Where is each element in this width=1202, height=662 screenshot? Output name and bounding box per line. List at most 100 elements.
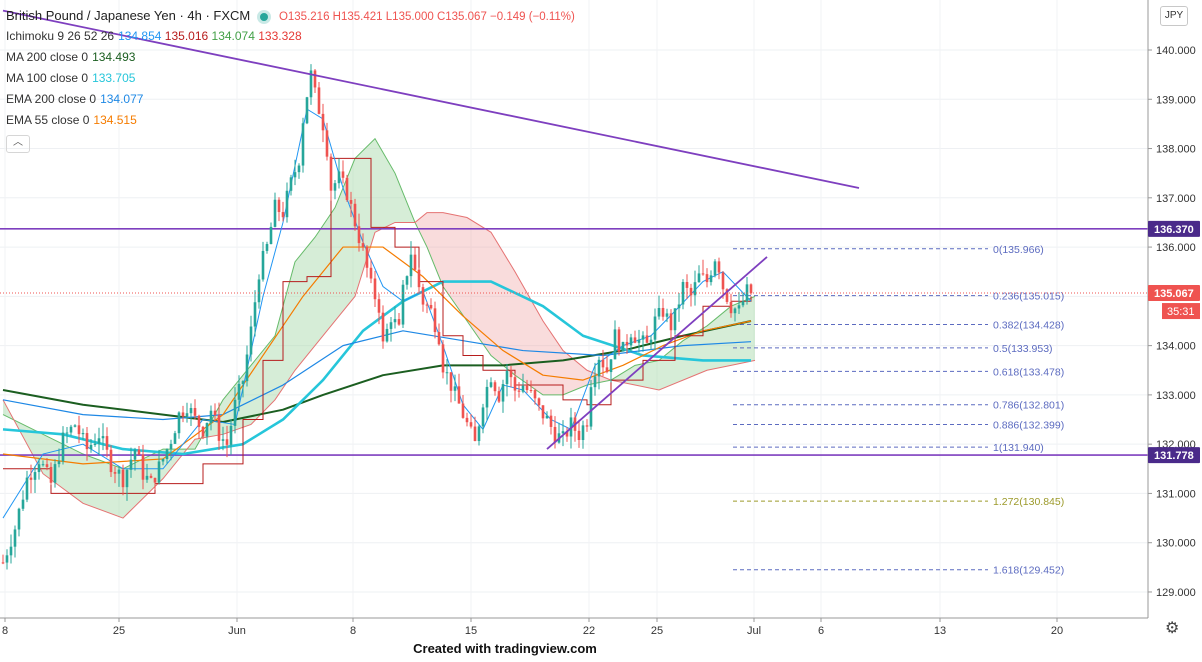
indicator-label: Ichimoku 9 26 52 26 <box>6 29 115 43</box>
candle-body <box>533 390 537 399</box>
candle-body <box>369 267 373 279</box>
candle-body <box>185 413 189 417</box>
candle-body <box>437 332 441 345</box>
candle-body <box>177 412 181 434</box>
candle-body <box>409 254 413 277</box>
countdown-bg <box>1162 303 1200 320</box>
currency-badge[interactable]: JPY <box>1160 6 1188 26</box>
x-tick-label: Jul <box>747 625 761 637</box>
candle-body <box>697 273 701 283</box>
candle-body <box>249 326 253 355</box>
trendlines <box>2 9 860 450</box>
horizontal-levels <box>0 228 1148 456</box>
chevron-up-icon[interactable]: ︿ <box>6 135 30 153</box>
cloud-segment <box>659 340 683 390</box>
y-tick-label: 140.000 <box>1156 45 1196 57</box>
candle-body <box>429 305 433 309</box>
fib-level-label: 0.618(133.478) <box>993 366 1064 378</box>
candle-body <box>729 301 733 314</box>
indicator-row[interactable]: EMA 55 close 0 134.515 <box>6 110 575 131</box>
x-tick-label: 6 <box>818 625 824 637</box>
indicator-row[interactable]: Ichimoku 9 26 52 26 134.854 135.016 134.0… <box>6 26 575 47</box>
axis-price-labels: 136.370 131.778 135.067 35:31 <box>1148 220 1200 464</box>
candle-body <box>329 156 333 191</box>
y-tick-label: 134.000 <box>1156 341 1196 353</box>
fib-level-label: 1.272(130.845) <box>993 496 1064 508</box>
ohlc-values: O135.216 H135.421 L135.000 C135.067 −0.1… <box>278 11 575 23</box>
candle-body <box>89 445 93 450</box>
candle-body <box>421 287 425 305</box>
candle-body <box>361 243 365 248</box>
candle-body <box>529 390 533 392</box>
candle-body <box>593 376 597 388</box>
candle-body <box>65 432 69 434</box>
time-axis: 8 25 Jun 8 15 22 25 Jul 6 13 20 <box>0 617 1148 637</box>
candle-body <box>61 432 65 462</box>
candle-body <box>417 269 421 288</box>
candle-body <box>93 443 97 446</box>
indicator-value: 134.077 <box>100 92 144 106</box>
candle-body <box>381 312 385 342</box>
candle-body <box>613 329 617 360</box>
candle-body <box>121 469 125 488</box>
candle-body <box>561 431 565 434</box>
indicator-row[interactable]: EMA 200 close 0 134.077 <box>6 89 575 110</box>
candle-body <box>193 408 197 416</box>
level-price-tag: 131.778 <box>1154 450 1194 462</box>
candle-body <box>501 384 505 402</box>
level-price-tag: 136.370 <box>1154 224 1194 236</box>
candle-body <box>589 387 593 427</box>
candle-body <box>629 337 633 346</box>
candle-body <box>25 477 29 500</box>
candle-body <box>445 372 449 374</box>
fib-level-label: 0.236(135.015) <box>993 291 1064 303</box>
candle-body <box>673 308 677 331</box>
indicator-value: 135.016 <box>164 29 212 43</box>
candle-body <box>13 529 17 547</box>
candle-body <box>45 464 49 467</box>
trendline <box>546 256 768 450</box>
candle-body <box>733 308 737 314</box>
candle-body <box>297 165 301 173</box>
candle-body <box>41 464 45 466</box>
cloud-segment <box>543 320 563 395</box>
x-tick-label: 15 <box>465 625 477 637</box>
candle-body <box>485 386 489 408</box>
candle-body <box>57 461 61 465</box>
candle-body <box>213 410 217 415</box>
fib-level-label: 0.5(133.953) <box>993 343 1053 355</box>
candle-body <box>709 275 713 283</box>
candle-body <box>313 70 317 88</box>
gear-icon[interactable]: ⚙ <box>1165 620 1180 637</box>
price-axis-bg <box>1148 0 1202 662</box>
cloud-segment <box>467 217 491 356</box>
candle-body <box>129 459 133 470</box>
candle-body <box>125 469 129 488</box>
candle-body <box>581 425 585 440</box>
indicator-value: 134.854 <box>118 29 165 43</box>
candle-body <box>473 426 477 442</box>
symbol-title[interactable]: British Pound / Japanese Yen · 4h · FXCM <box>6 8 251 23</box>
indicator-value: 133.705 <box>92 71 136 85</box>
candle-body <box>205 422 209 437</box>
candle-body <box>737 305 741 309</box>
candle-body <box>29 477 33 480</box>
x-tick-label: Jun <box>228 625 246 637</box>
candle-body <box>701 273 705 275</box>
candle-body <box>597 359 601 377</box>
cloud-segment <box>563 350 587 395</box>
cloud-segment <box>355 138 375 297</box>
candle-body <box>273 199 277 227</box>
candle-body <box>401 284 405 325</box>
candle-body <box>225 439 229 445</box>
indicator-row[interactable]: MA 200 close 0 134.493 <box>6 47 575 68</box>
candle-body <box>353 203 357 227</box>
candle-body <box>237 383 241 400</box>
candle-body <box>681 282 685 305</box>
indicator-row[interactable]: MA 100 close 0 133.705 <box>6 68 575 89</box>
level-price-tag-bg <box>1148 447 1200 464</box>
candle-body <box>241 381 245 384</box>
candle-body <box>53 464 57 483</box>
candle-body <box>113 472 117 474</box>
